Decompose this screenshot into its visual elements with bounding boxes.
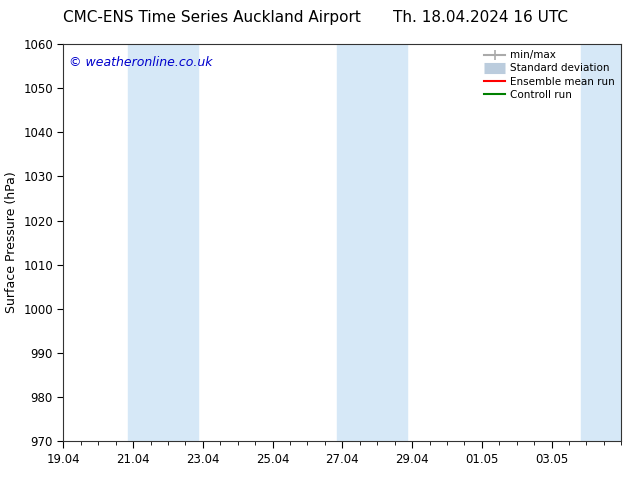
Text: © weatheronline.co.uk: © weatheronline.co.uk [69,56,212,69]
Legend: min/max, Standard deviation, Ensemble mean run, Controll run: min/max, Standard deviation, Ensemble me… [480,46,619,104]
Bar [581,44,621,441]
Bar [337,44,407,441]
Text: Th. 18.04.2024 16 UTC: Th. 18.04.2024 16 UTC [393,10,568,24]
Y-axis label: Surface Pressure (hPa): Surface Pressure (hPa) [4,172,18,314]
Text: CMC-ENS Time Series Auckland Airport: CMC-ENS Time Series Auckland Airport [63,10,361,24]
Bar [128,44,198,441]
